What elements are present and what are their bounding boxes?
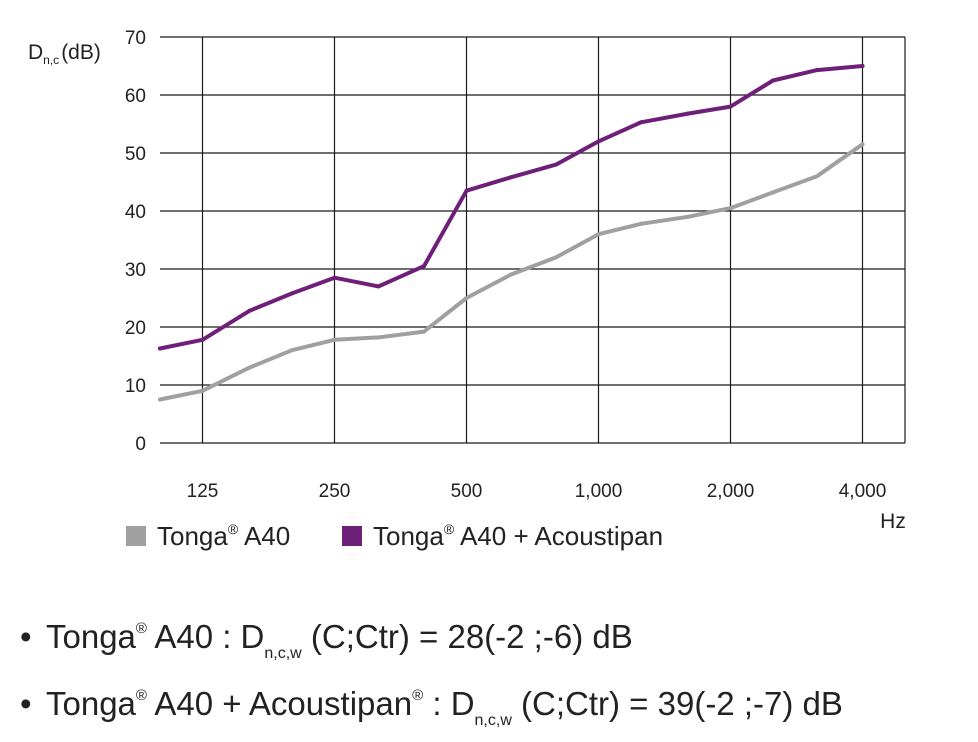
y-axis-title: Dn,c(dB) xyxy=(28,41,101,67)
data-point-series-1 xyxy=(464,296,469,300)
data-point-series-2 xyxy=(247,308,252,313)
legend-item-1: Tonga® A40 xyxy=(126,521,290,551)
data-point-series-2 xyxy=(815,68,820,73)
y-axis-ticks: 0 10 20 30 40 50 60 70 xyxy=(125,28,146,455)
y-tick-label: 20 xyxy=(125,318,146,339)
series-line-2 xyxy=(158,64,865,351)
data-point-series-1 xyxy=(770,190,775,195)
legend: Tonga® A40 Tonga® A40 + Acoustipan xyxy=(126,521,663,551)
data-point-series-1 xyxy=(422,329,427,334)
data-point-series-1 xyxy=(508,272,513,277)
y-tick-label: 70 xyxy=(125,28,146,49)
data-point-series-1 xyxy=(815,174,820,179)
bullet: • xyxy=(20,618,32,655)
chart-grid xyxy=(160,36,906,444)
legend-label-1: Tonga® A40 xyxy=(157,521,290,551)
data-point-series-1 xyxy=(247,365,252,370)
x-tick-label: 1,000 xyxy=(575,481,623,502)
data-point-series-2 xyxy=(770,78,775,83)
data-point-series-1 xyxy=(686,214,691,219)
data-point-series-2 xyxy=(464,188,469,193)
data-point-series-2 xyxy=(596,139,601,144)
data-point-series-1 xyxy=(638,221,643,226)
data-point-series-1 xyxy=(200,388,205,393)
data-point-series-2 xyxy=(200,337,205,342)
data-point-series-2 xyxy=(860,64,865,68)
x-axis-title: Hz xyxy=(880,510,906,533)
data-point-series-2 xyxy=(638,120,643,125)
y-tick-label: 0 xyxy=(135,434,146,455)
data-point-series-1 xyxy=(158,397,162,402)
data-point-series-1 xyxy=(376,335,381,340)
data-point-series-2 xyxy=(158,346,162,351)
data-point-series-2 xyxy=(728,104,733,109)
data-point-series-2 xyxy=(332,275,337,280)
y-tick-label: 30 xyxy=(125,260,146,281)
legend-swatch-2 xyxy=(342,526,362,546)
data-point-series-1 xyxy=(332,337,337,342)
data-point-series-1 xyxy=(860,142,865,147)
x-tick-label: 125 xyxy=(187,481,219,502)
bullet: • xyxy=(20,685,32,722)
x-axis-ticks: 125 250 500 1,000 2,000 4,000 xyxy=(187,481,887,502)
data-point-series-1 xyxy=(596,232,601,237)
data-point-series-2 xyxy=(508,175,513,180)
data-point-series-1 xyxy=(290,348,295,353)
series-line-1 xyxy=(158,142,865,402)
data-point-series-2 xyxy=(554,162,559,167)
x-tick-label: 250 xyxy=(319,481,351,502)
data-point-series-2 xyxy=(686,111,691,116)
data-point-series-2 xyxy=(376,284,381,289)
chart: 0 10 20 30 40 50 60 70 125 250 500 1,000 2,000 4,000… xyxy=(28,28,906,551)
data-point-series-2 xyxy=(290,291,295,296)
data-point-series-1 xyxy=(554,255,559,260)
x-tick-label: 500 xyxy=(451,481,483,502)
legend-swatch-1 xyxy=(126,526,146,546)
summary-notes: • Tonga® A40 : Dn,c,w (C;Ctr) = 28(-2 ;-6… xyxy=(20,608,975,742)
note-tonga-a40: • Tonga® A40 : Dn,c,w (C;Ctr) = 28(-2 ;-6… xyxy=(20,618,633,662)
x-tick-label: 2,000 xyxy=(707,481,755,502)
y-tick-label: 60 xyxy=(125,86,146,107)
y-tick-label: 10 xyxy=(125,376,146,397)
legend-label-2: Tonga® A40 + Acoustipan xyxy=(373,521,663,551)
data-point-series-1 xyxy=(728,206,733,211)
y-tick-label: 40 xyxy=(125,202,146,223)
chart-series xyxy=(158,64,865,402)
x-tick-label: 4,000 xyxy=(839,481,887,502)
legend-item-2: Tonga® A40 + Acoustipan xyxy=(342,521,663,551)
data-point-series-2 xyxy=(422,264,427,269)
y-tick-label: 50 xyxy=(125,144,146,165)
note-tonga-a40-acoustipan: • Tonga® A40 + Acoustipan® : Dn,c,w (C;Ct… xyxy=(20,685,843,729)
